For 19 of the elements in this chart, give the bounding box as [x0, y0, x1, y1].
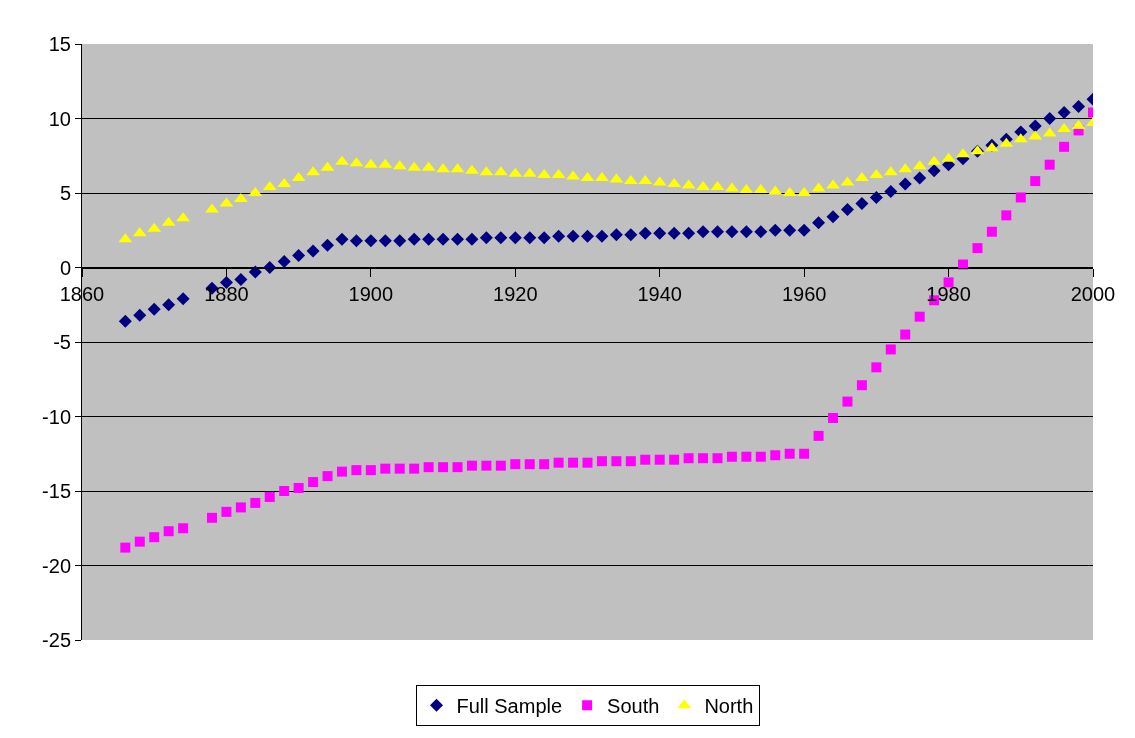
y-tick-label: -10: [42, 405, 71, 428]
y-tick-label: -15: [42, 480, 71, 502]
y-tick-label: 15: [48, 33, 71, 55]
legend-label: Full Sample: [456, 695, 563, 717]
x-tick-label: 1940: [637, 282, 682, 305]
x-tick-label: 1900: [348, 282, 394, 305]
legend-label: South: [607, 695, 660, 717]
y-tick-label: 10: [48, 107, 71, 130]
x-tick-label: 2000: [1070, 282, 1116, 305]
legend-label: North: [704, 695, 754, 717]
x-tick-label: 1980: [926, 282, 971, 305]
x-tick-label: 1920: [493, 282, 538, 305]
x-tick-label: 1880: [204, 282, 249, 305]
y-tick-label: 0: [59, 256, 71, 279]
y-tick-label: -5: [53, 331, 71, 353]
y-tick-label: 5: [59, 182, 71, 204]
y-tick-label: -20: [42, 554, 71, 577]
x-tick-label: 1960: [781, 282, 827, 305]
y-tick-label: -25: [42, 629, 71, 651]
